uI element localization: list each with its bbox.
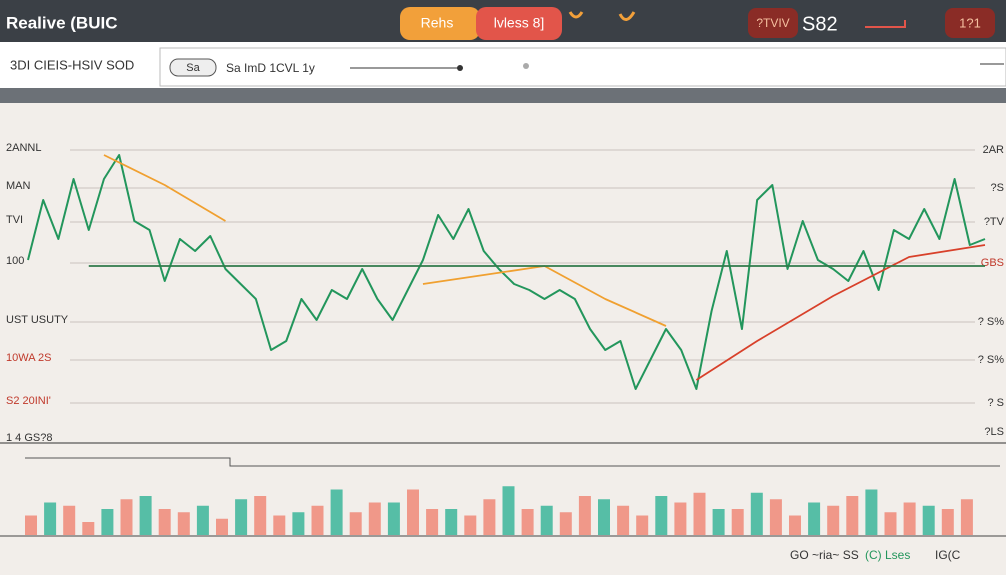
- footer-label: (C) Lses: [865, 548, 910, 562]
- price-line: [695, 244, 986, 381]
- volume-bar: [216, 518, 228, 535]
- volume-bar: [407, 489, 419, 535]
- volume-bar: [63, 505, 76, 535]
- app-title: Realive (BUIC: [6, 13, 117, 32]
- volume-bar: [674, 502, 687, 535]
- volume-bar: [617, 505, 630, 535]
- price-line: [27, 154, 986, 390]
- axis-label: 2ANNL: [6, 142, 41, 154]
- volume-bar: [158, 509, 171, 535]
- button-label: lvless 8]: [494, 15, 545, 31]
- axis-label: ?LS: [984, 426, 1004, 438]
- toolbar: [0, 42, 1006, 88]
- volume-bar: [139, 496, 152, 535]
- volume-bar: [502, 486, 515, 535]
- volume-bar: [731, 509, 744, 535]
- button[interactable]: [400, 7, 480, 40]
- search-box[interactable]: [159, 47, 1006, 87]
- volume-bar: [292, 512, 305, 535]
- toolbar-label: 3DI CIEIS-HSIV SOD: [10, 57, 134, 72]
- volume-bar: [330, 489, 343, 535]
- slider-handle[interactable]: [457, 65, 463, 71]
- button[interactable]: [945, 8, 995, 38]
- volume-bar: [865, 489, 878, 535]
- volume-bar: [464, 515, 477, 535]
- volume-bar: [598, 499, 610, 535]
- volume-bar: [655, 496, 668, 535]
- volume-bar: [25, 515, 37, 535]
- volume-bar: [540, 505, 553, 535]
- price-line: [103, 154, 226, 222]
- controls: Sa ImD 1CVL 1y: [226, 61, 315, 75]
- axis-label: 2AR: [983, 144, 1004, 156]
- axis-label: ?TV: [984, 216, 1005, 228]
- volume-bar: [349, 512, 362, 535]
- axis-label: 10WA 2S: [6, 352, 51, 364]
- volume-bar: [769, 499, 782, 535]
- volume-bar: [311, 505, 324, 535]
- axis-label: 1 4 GS?8: [6, 432, 52, 444]
- badge-label: ?TVIV: [756, 16, 789, 30]
- pill-label: Sa: [186, 62, 200, 74]
- volume-bar: [44, 502, 57, 535]
- axis-label: ? S: [987, 397, 1004, 409]
- button-label: Rehs: [421, 15, 454, 31]
- volume-bar: [559, 512, 572, 535]
- volume-bar: [578, 496, 591, 535]
- axis-label: ?S: [991, 182, 1004, 194]
- volume-bar: [254, 496, 267, 535]
- volume-bar: [846, 496, 859, 535]
- volume-bar: [827, 505, 840, 535]
- axis-label: MAN: [6, 180, 31, 192]
- volume-bar: [903, 502, 916, 535]
- icon[interactable]: [568, 11, 636, 21]
- button[interactable]: [476, 7, 562, 40]
- volume-bar: [693, 492, 706, 535]
- axis-label: GBS: [981, 257, 1004, 269]
- axis-label: ? S%: [978, 354, 1005, 366]
- volume-bar: [483, 499, 496, 535]
- volume-bar: [445, 509, 458, 535]
- volume-bar: [521, 509, 534, 535]
- volume-bar: [750, 492, 763, 535]
- volume-bar: [82, 522, 95, 535]
- volume-bar: [808, 502, 821, 535]
- volume-bar: [177, 512, 190, 535]
- badge[interactable]: [748, 8, 798, 38]
- price-value: S82: [802, 13, 838, 35]
- footer-label: GO ~ria~ SS: [790, 548, 859, 562]
- indicator: [865, 20, 906, 28]
- volume-bar: [922, 505, 935, 535]
- volume-baseline: [25, 457, 1000, 467]
- dot: [523, 63, 529, 69]
- volume-bar: [235, 499, 248, 535]
- volume-bar: [273, 515, 286, 535]
- volume-bar: [368, 502, 381, 535]
- axis-label: 100: [6, 255, 24, 267]
- volume-bar: [941, 509, 954, 535]
- button-label: 1?1: [959, 15, 981, 30]
- volume-bar: [196, 505, 209, 535]
- axis-label: S2 20INI': [6, 395, 51, 407]
- axis-label: ? S%: [978, 316, 1005, 328]
- volume-bar: [636, 515, 649, 535]
- volume-bar: [101, 509, 114, 535]
- axis-label: TVI: [6, 214, 23, 226]
- pill[interactable]: [169, 58, 217, 77]
- volume-bar: [789, 515, 801, 535]
- divider: [0, 88, 1006, 103]
- volume-bar: [712, 509, 725, 535]
- axis-label: UST USUTY: [6, 314, 69, 326]
- volume-bar: [426, 509, 439, 535]
- volume-bar: [387, 502, 400, 535]
- volume-bar: [960, 499, 973, 535]
- volume-bar: [120, 499, 133, 535]
- volume-bar: [884, 512, 897, 535]
- footer-label: IG(C: [935, 548, 961, 562]
